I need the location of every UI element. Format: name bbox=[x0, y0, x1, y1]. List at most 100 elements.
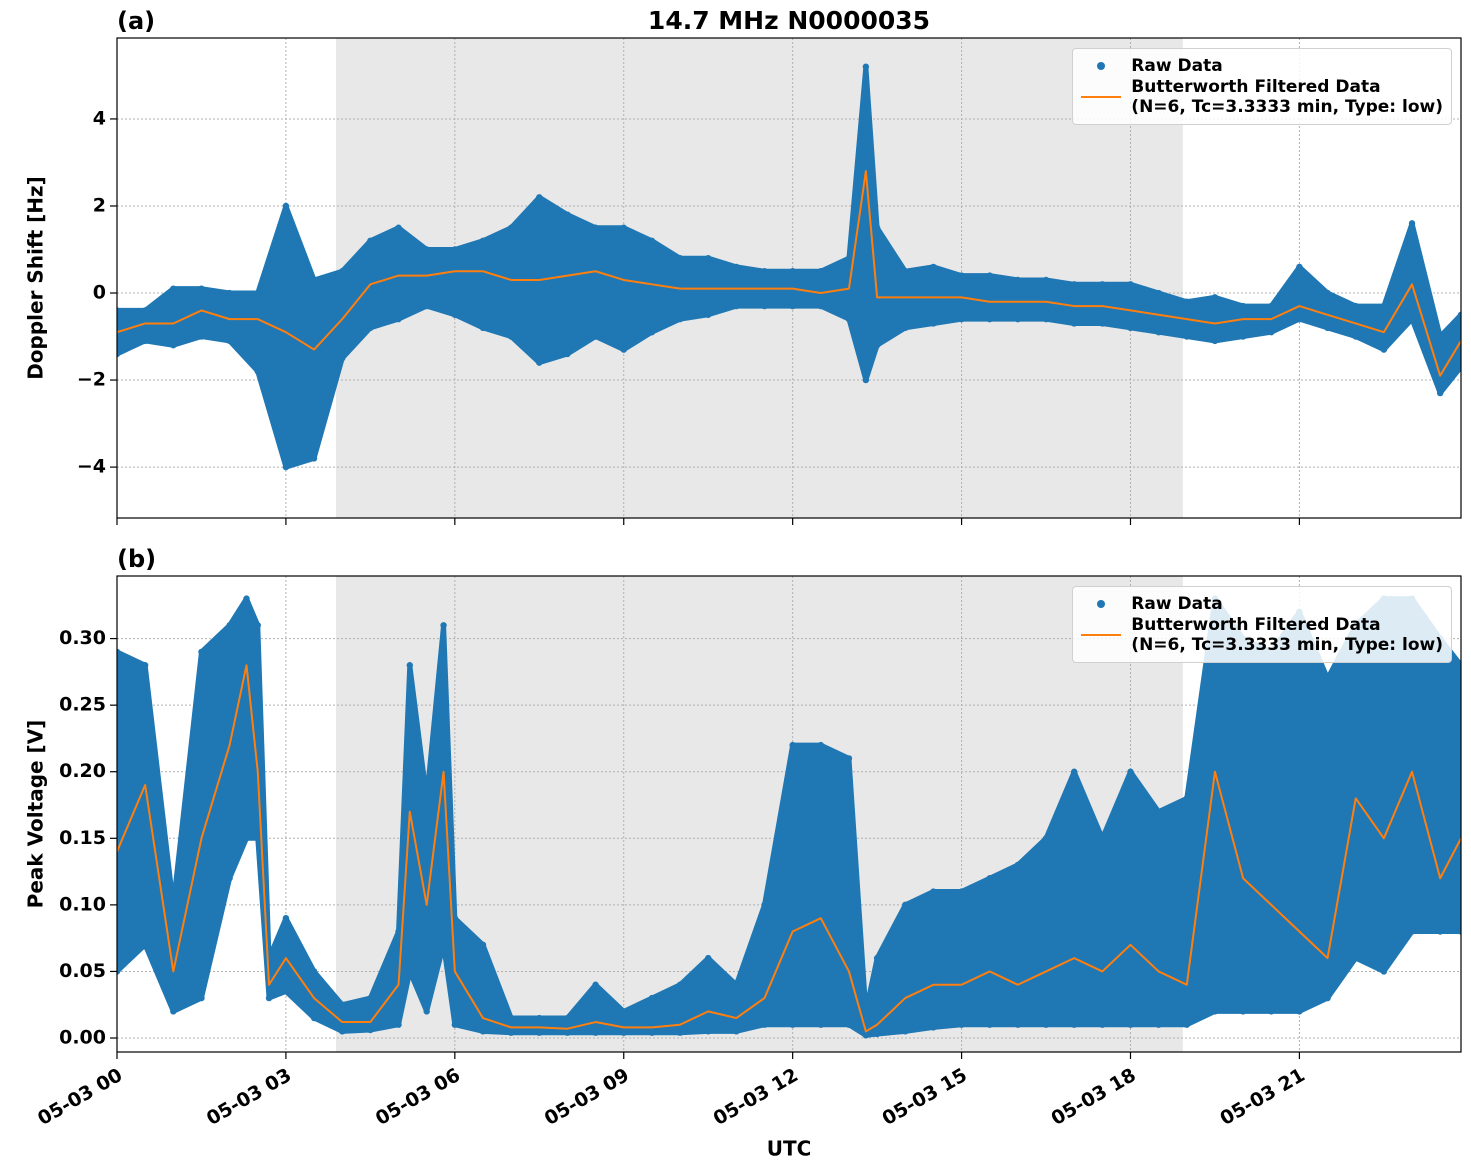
raw-data-point bbox=[507, 1029, 515, 1036]
y-tick-label: 0.20 bbox=[59, 760, 106, 782]
raw-data-point bbox=[930, 263, 937, 271]
raw-data-point bbox=[1380, 302, 1388, 310]
raw-data-point bbox=[170, 285, 177, 292]
raw-data-point bbox=[423, 246, 430, 253]
raw-data-point bbox=[592, 981, 599, 988]
raw-data-point bbox=[873, 954, 881, 962]
raw-data-point bbox=[395, 315, 402, 323]
raw-data-point bbox=[170, 342, 177, 349]
raw-data-point bbox=[1127, 768, 1134, 775]
legend-text: Butterworth Filtered Data (N=6, Tc=3.333… bbox=[1131, 77, 1443, 117]
raw-data-point bbox=[789, 302, 796, 310]
raw-data-point bbox=[1296, 1008, 1303, 1015]
raw-data-point bbox=[265, 994, 273, 1002]
raw-data-point bbox=[1099, 281, 1106, 288]
x-tick-label: 05-03 18 bbox=[1047, 1064, 1139, 1130]
legend-text: Raw Data bbox=[1131, 56, 1223, 76]
raw-data-point bbox=[226, 875, 233, 882]
raw-data-point bbox=[958, 272, 965, 279]
raw-data-point bbox=[1155, 289, 1162, 297]
legend-key bbox=[1081, 594, 1121, 614]
filtered-line bbox=[117, 170, 1461, 377]
raw-data-point bbox=[1183, 333, 1190, 340]
raw-data-point bbox=[1183, 795, 1190, 802]
raw-data-point bbox=[1268, 302, 1275, 310]
raw-data-point bbox=[1042, 835, 1050, 842]
legend: Raw Data Butterworth Filtered Data (N=6, … bbox=[1072, 586, 1452, 663]
y-tick-label: −2 bbox=[77, 369, 106, 391]
raw-data-point bbox=[705, 1028, 712, 1035]
raw-data-point bbox=[226, 622, 233, 629]
raw-data-point bbox=[1457, 928, 1461, 935]
raw-data-point bbox=[620, 346, 627, 353]
raw-data-point bbox=[1211, 337, 1219, 345]
raw-data-point bbox=[862, 376, 870, 384]
raw-data-point bbox=[676, 981, 684, 988]
raw-data-point bbox=[564, 1014, 571, 1022]
raw-data-point bbox=[1155, 808, 1162, 815]
raw-data-point bbox=[1239, 1008, 1247, 1015]
y-tick-label: −4 bbox=[77, 456, 106, 478]
raw-data-point bbox=[958, 1021, 965, 1028]
raw-data-point bbox=[862, 63, 870, 70]
y-tick-label: 0.25 bbox=[59, 694, 106, 716]
raw-data-point bbox=[761, 268, 768, 275]
raw-data-point bbox=[367, 994, 374, 1002]
raw-data-point bbox=[1042, 1021, 1050, 1028]
x-tick-label: 05-03 03 bbox=[203, 1064, 295, 1130]
raw-data-point bbox=[339, 1028, 346, 1035]
raw-data-point bbox=[451, 311, 459, 318]
raw-data-point bbox=[648, 994, 656, 1002]
raw-data-point bbox=[1042, 315, 1050, 323]
raw-data-point bbox=[451, 1021, 459, 1028]
raw-data-point bbox=[958, 888, 965, 895]
raw-data-point bbox=[1436, 333, 1444, 340]
plot-data bbox=[117, 63, 1461, 471]
raw-data-point bbox=[733, 302, 740, 310]
raw-data-point bbox=[406, 662, 413, 669]
raw-data-point bbox=[1014, 315, 1022, 323]
raw-data-point bbox=[1014, 1021, 1022, 1028]
legend-key bbox=[1081, 615, 1122, 636]
legend-line bbox=[1081, 634, 1122, 636]
x-tick-label: 05-03 00 bbox=[34, 1064, 126, 1130]
raw-data-point bbox=[507, 224, 515, 231]
raw-data-point bbox=[282, 914, 290, 922]
raw-data-point bbox=[676, 1029, 684, 1036]
raw-data-point bbox=[198, 285, 205, 292]
raw-data-point bbox=[451, 246, 459, 253]
y-axis-label: Peak Voltage [V] bbox=[24, 720, 48, 909]
raw-data-point bbox=[117, 307, 121, 314]
legend-text: Raw Data bbox=[1131, 594, 1223, 614]
raw-data-point bbox=[254, 368, 261, 375]
raw-data-point bbox=[117, 648, 121, 656]
raw-data-point bbox=[1099, 1021, 1106, 1028]
raw-data-point bbox=[1127, 1021, 1134, 1028]
raw-data-point bbox=[310, 276, 318, 284]
raw-data-point bbox=[1211, 1008, 1219, 1015]
raw-data-point bbox=[873, 342, 881, 349]
panel-label: (a) bbox=[117, 7, 155, 35]
raw-data-band bbox=[117, 64, 1461, 470]
raw-data-point bbox=[1457, 311, 1461, 318]
legend-entry: Raw Data bbox=[1081, 594, 1443, 614]
legend-text: Butterworth Filtered Data (N=6, Tc=3.333… bbox=[1131, 615, 1443, 655]
panel-label: (b) bbox=[117, 545, 156, 573]
raw-data-point bbox=[1099, 835, 1106, 842]
raw-data-point bbox=[1380, 968, 1388, 975]
raw-data-point bbox=[1296, 263, 1303, 271]
raw-data-point bbox=[254, 289, 261, 297]
raw-data-point bbox=[986, 315, 993, 323]
raw-data-point bbox=[620, 1008, 627, 1015]
raw-data-point bbox=[1457, 662, 1461, 669]
raw-data-point bbox=[705, 954, 712, 962]
raw-data-point bbox=[676, 315, 684, 323]
raw-data-point bbox=[1070, 768, 1078, 775]
raw-data-point bbox=[930, 888, 937, 895]
raw-data-point bbox=[902, 901, 909, 909]
raw-data-point bbox=[198, 648, 205, 656]
y-tick-label: 0.30 bbox=[59, 627, 106, 649]
x-tick-label: 05-03 09 bbox=[541, 1064, 633, 1130]
raw-data-point bbox=[423, 1008, 430, 1015]
